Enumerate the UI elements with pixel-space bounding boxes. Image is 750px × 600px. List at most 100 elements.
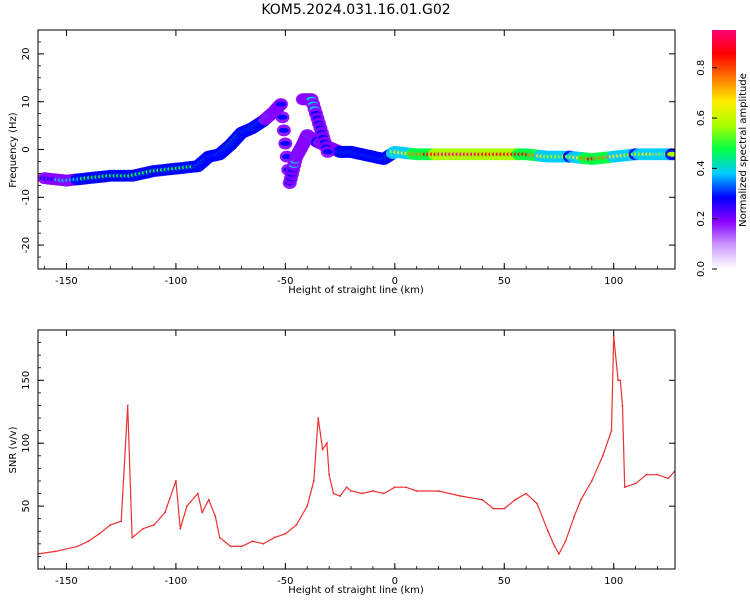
snr-point [262,542,265,545]
snr-point [240,545,243,548]
snr-point [558,553,560,555]
snr-point [126,404,129,407]
snr-point [142,527,144,530]
snr-point [459,495,462,497]
snr-point [345,486,348,489]
x-tick-label: 0 [392,276,398,287]
colorbar-ticks: 0.0 0.2 0.4 0.6 0.8 [696,60,717,277]
snr-point [332,492,335,495]
x-tick-label: 0 [392,576,398,587]
heatmap-cell [277,114,288,120]
snr-point [350,490,352,492]
snr-point [372,490,374,492]
heatmap-cell [278,127,289,133]
snr-point [153,524,155,526]
snr-point [656,473,659,476]
snr-point [437,490,440,492]
snr-point [601,454,604,457]
snr-point [339,495,341,497]
snr-point [196,492,199,495]
snr-point [251,540,254,543]
heatmap-cell [275,101,286,107]
snr-point [564,540,567,543]
snr-point [503,507,506,510]
snr-point [404,486,407,489]
snr-point [610,429,613,432]
snr-point [207,498,210,501]
x-tick-label: -50 [277,276,293,287]
x-tick-label: 100 [604,276,623,287]
y-tick-label: 0 [21,146,32,152]
x-tick-label: 100 [604,576,623,587]
snr-point [621,404,624,407]
heatmap-cell [280,141,291,147]
snr-point [481,498,484,501]
snr-point [326,442,328,445]
top-y-ticks: -20 -10 0 10 20 [21,29,675,270]
snr-point [295,524,298,526]
x-tick-label: 50 [498,576,511,587]
figure-title: KOM5.2024.031.16.01.G02 [261,2,450,18]
snr-point [514,498,517,501]
snr-point [109,524,112,526]
top-x-axis-label: Height of straight line (km) [288,285,424,296]
y-tick-label: 100 [21,434,32,453]
x-tick-label: -50 [277,576,293,587]
snr-point [214,515,217,518]
snr-plot-area [38,330,675,569]
snr-panel: -150 -100 -50 0 50 100 50 100 150 Height of str… [8,329,676,596]
snr-point [617,379,619,382]
y-tick-label: 10 [21,95,32,108]
snr-frame [37,329,676,570]
snr-point [536,502,538,505]
x-tick-label: -150 [55,576,78,587]
colorbar: 0.0 0.2 0.4 0.6 0.8 Normalized spectral ampl… [696,30,749,277]
snr-point [382,492,385,495]
snr-point [619,379,622,382]
snr-point [317,417,320,419]
snr-point [131,536,134,539]
top-y-axis-label: Frequency (Hz) [8,112,19,188]
snr-point [590,480,593,482]
bottom-x-ticks: -150 -100 -50 0 50 100 [44,330,658,587]
bottom-y-ticks: 50 100 150 [21,329,675,570]
snr-point [284,532,287,535]
heatmap-secondary-cell [322,149,333,155]
snr-point [185,505,188,508]
snr-point [98,532,101,535]
colorbar-label: Normalized spectral amplitude [738,73,749,227]
snr-point [492,507,495,510]
y-tick-label: -20 [21,237,32,253]
colorbar-tick-label: 0.6 [696,110,707,126]
snr-point [579,498,582,501]
x-tick-label: -100 [165,276,188,287]
snr-point [76,545,79,548]
snr-point [306,505,309,508]
x-tick-label: 50 [498,276,511,287]
colorbar-tick-label: 0.4 [696,160,707,176]
heatmap-marks [38,93,675,189]
snr-point [415,490,418,492]
colorbar-tick-label: 0.8 [696,60,707,76]
snr-marks [38,335,675,556]
snr-point [201,511,204,514]
top-x-ticks: -150 -100 -50 0 50 100 [44,30,658,287]
snr-point [623,486,626,489]
heatmap-cell [667,151,675,157]
snr-point [273,536,276,539]
snr-point [525,492,528,495]
snr-point [312,480,315,482]
snr-point [175,480,177,482]
snr-point [164,511,166,514]
snr-point [634,482,637,485]
bottom-x-axis-label: Height of straight line (km) [288,585,424,596]
snr-series-line [38,336,675,556]
y-tick-label: 50 [21,500,32,513]
snr-point [179,527,182,530]
snr-point [120,520,123,523]
colorbar-body [712,30,736,269]
snr-point [573,515,576,518]
x-tick-label: -100 [165,576,188,587]
